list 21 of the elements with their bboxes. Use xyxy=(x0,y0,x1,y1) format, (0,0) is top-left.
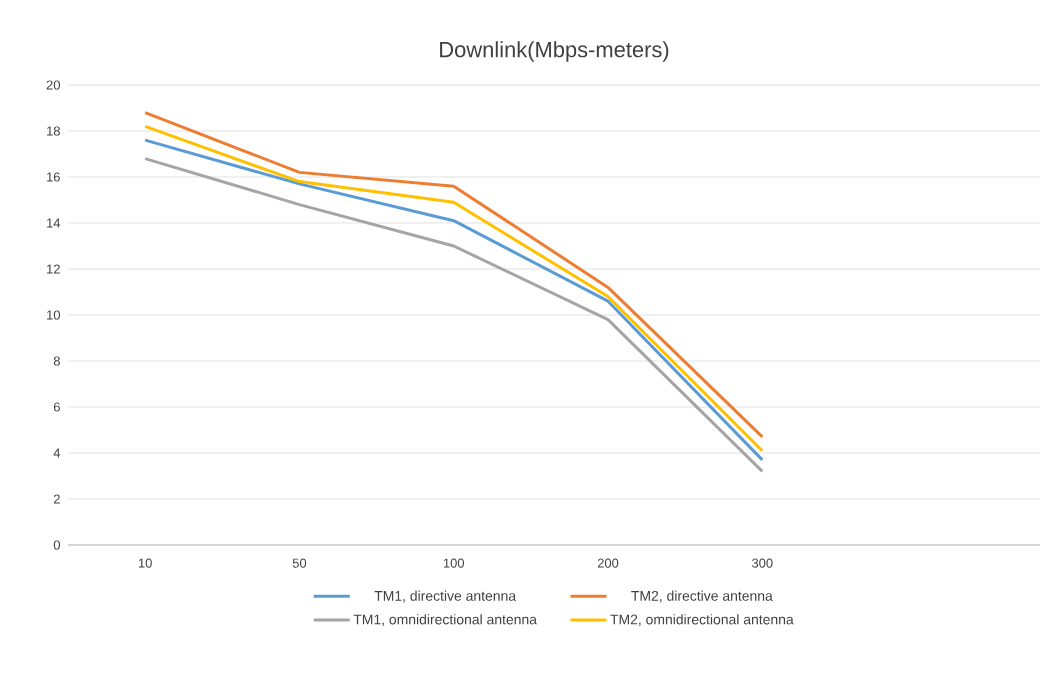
legend-label: TM1, omnidirectional antenna xyxy=(353,614,537,627)
legend-label: TM2, omnidirectional antenna xyxy=(610,614,794,627)
y-tick-label: 16 xyxy=(47,172,60,182)
legend-label: TM1, directive antenna xyxy=(374,590,517,603)
x-tick-label: 50 xyxy=(292,558,307,568)
y-tick-label: 8 xyxy=(53,356,60,366)
y-tick-label: 10 xyxy=(47,310,60,320)
x-tick-label: 300 xyxy=(751,558,773,568)
y-tick-label: 12 xyxy=(47,264,60,274)
y-tick-label: 18 xyxy=(47,126,60,136)
x-tick-label: 200 xyxy=(597,558,619,568)
y-tick-label: 6 xyxy=(53,402,60,412)
legend-label: TM2, directive antenna xyxy=(631,590,773,603)
y-tick-label: 20 xyxy=(46,80,60,90)
y-tick-label: 14 xyxy=(47,218,61,228)
y-tick-label: 0 xyxy=(53,540,60,550)
x-tick-label: 10 xyxy=(138,558,152,568)
y-tick-label: 2 xyxy=(53,494,60,504)
chart-title: Downlink(Mbps-meters) xyxy=(440,41,669,62)
y-tick-label: 4 xyxy=(53,448,61,458)
x-tick-label: 100 xyxy=(443,558,465,568)
